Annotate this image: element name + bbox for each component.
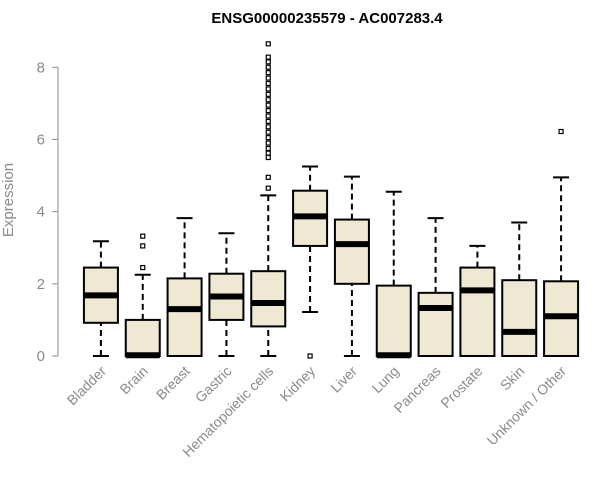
x-tick-label: Prostate [437,363,485,411]
x-tick-label: Liver [327,363,360,396]
iqr-box [417,291,454,357]
boxes-group [82,41,580,359]
outlier-point [265,91,271,97]
outlier-point [265,97,271,103]
y-tick-label: 8 [37,59,45,76]
x-tick-label: Lung [369,363,402,396]
iqr-box [375,284,412,358]
iqr-box [459,266,496,357]
x-tick-label: Pancreas [391,363,444,416]
box-breast [166,217,203,358]
y-tick-label: 6 [37,131,45,148]
chart-title: ENSG00000235579 - AC007283.4 [211,10,443,27]
outlier-point [265,75,271,81]
outlier-point [265,129,271,135]
outlier-point [265,59,271,65]
y-tick-label: 2 [37,276,45,293]
y-tick-label: 0 [37,348,45,365]
outlier-point [265,54,271,60]
box-lung [375,190,412,359]
outlier-point [307,353,313,359]
outlier-point [265,145,271,152]
y-axis-label: Expression [0,163,17,237]
outlier-point [265,150,271,156]
outlier-point [265,86,271,92]
iqr-box [166,277,203,358]
outlier-point [265,154,271,161]
outlier-point [265,113,271,119]
outlier-point [265,107,271,114]
outlier-point [265,174,271,180]
iqr-box [333,218,370,285]
iqr-box [501,279,538,358]
y-axis: 0 2 4 6 8 [37,59,59,365]
outlier-point [265,64,271,70]
box-gastric [208,232,245,357]
x-tick-label: Unknown / Other [484,363,570,449]
outlier-point [265,124,271,130]
x-tick-label: Breast [153,363,193,403]
box-liver [333,175,370,357]
outlier-point [265,185,271,191]
outlier-point [140,233,146,239]
outlier-point [265,80,271,87]
outlier-point [265,41,271,47]
outlier-point [265,118,271,125]
box-pancreas [417,217,454,357]
box-kidney [292,165,329,359]
x-tick-label: Bladder [64,363,110,409]
outlier-point [558,128,564,135]
iqr-box [124,318,161,358]
outlier-point [140,243,146,249]
outlier-point [265,102,271,108]
box-bladder [82,240,119,357]
box-unknown-other [543,128,580,357]
box-hematopoietic-cells [250,41,287,357]
x-tick-label: Kidney [277,363,319,405]
outlier-point [265,140,271,146]
outlier-point [140,264,146,271]
x-tick-label: Brain [116,363,150,397]
box-prostate [459,244,496,357]
box-brain [124,233,161,359]
iqr-box [250,270,287,328]
y-tick-label: 4 [37,204,45,221]
x-tick-label: Skin [497,363,528,394]
box-skin [501,221,538,358]
outlier-point [265,135,271,141]
outlier-point [265,70,271,76]
